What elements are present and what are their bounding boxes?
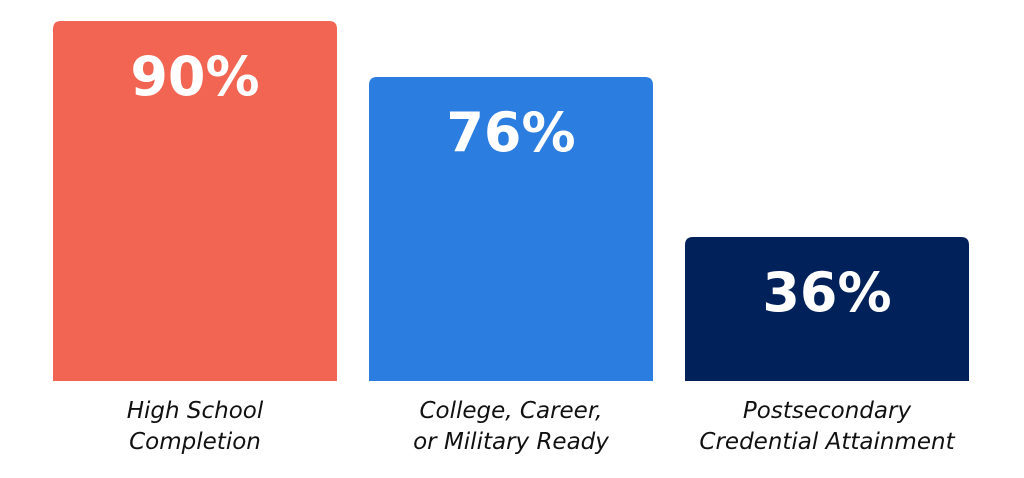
category-label-3-line-2: Credential Attainment bbox=[699, 429, 955, 455]
category-label-3-line-1: Postsecondary bbox=[743, 398, 912, 424]
bar-value-label-1: 90% bbox=[130, 45, 259, 108]
bar-3 bbox=[685, 237, 969, 381]
category-label-1-line-2: Completion bbox=[129, 429, 261, 455]
bar-value-label-3: 36% bbox=[762, 261, 891, 324]
bar-value-label-2: 76% bbox=[446, 101, 575, 164]
category-label-1-line-1: High School bbox=[127, 398, 264, 424]
bar-1 bbox=[53, 21, 337, 381]
category-label-2-line-2: or Military Ready bbox=[413, 429, 609, 455]
category-label-2-line-1: College, Career, bbox=[419, 398, 602, 424]
bar-2 bbox=[369, 77, 653, 381]
